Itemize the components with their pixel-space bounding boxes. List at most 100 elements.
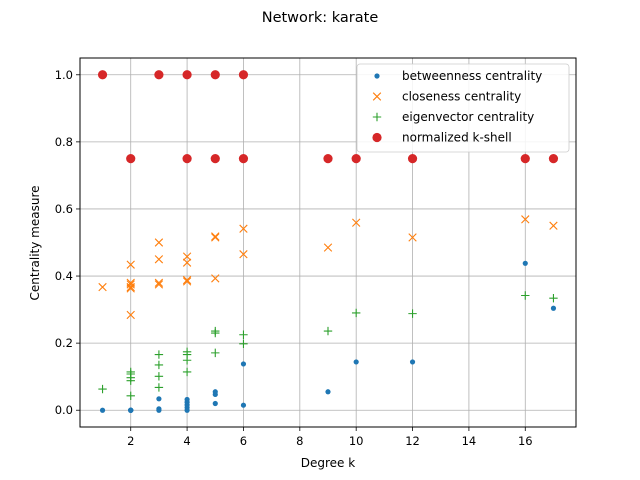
data-point — [126, 280, 135, 289]
x-tick-label: 8 — [296, 434, 303, 448]
data-point — [521, 291, 530, 300]
data-point — [184, 396, 190, 403]
legend-box — [356, 63, 570, 153]
data-point — [240, 402, 247, 408]
legend: betweenness centrality closeness centrali… — [356, 63, 570, 153]
data-point — [212, 389, 218, 395]
x-tick-label: 14 — [462, 434, 477, 448]
legend-label: normalized k-shell — [402, 131, 512, 145]
chart-title: Network: karate — [262, 10, 379, 26]
data-point — [351, 218, 361, 227]
data-point — [211, 348, 220, 358]
data-point — [126, 278, 135, 287]
data-point — [97, 70, 108, 80]
data-marks — [97, 70, 559, 413]
data-point — [154, 278, 164, 287]
data-point — [126, 310, 135, 320]
data-point — [521, 215, 530, 224]
data-point — [550, 305, 557, 311]
series-2 — [98, 291, 558, 401]
y-axis-ticks: 0.0 0.2 0.4 0.6 0.8 1.0 — [55, 68, 80, 417]
data-point — [154, 280, 164, 289]
series-3 — [97, 70, 559, 164]
data-point — [351, 154, 361, 164]
data-point — [154, 350, 164, 359]
legend-marker — [372, 132, 382, 143]
data-point — [323, 243, 333, 252]
legend-marker — [372, 92, 382, 101]
y-tick-label: 0.6 — [55, 202, 73, 216]
data-point — [211, 274, 220, 283]
data-point — [351, 308, 361, 318]
data-point — [211, 232, 220, 241]
data-point — [182, 367, 192, 377]
data-point — [182, 275, 192, 285]
legend-label: eigenvector centrality — [402, 110, 534, 124]
data-point — [353, 359, 359, 365]
legend-marker — [372, 112, 382, 122]
data-point — [182, 347, 192, 357]
data-point — [182, 70, 192, 80]
data-point — [156, 396, 162, 402]
y-tick-label: 0.4 — [55, 269, 73, 283]
data-point — [408, 309, 417, 318]
data-point — [182, 277, 192, 286]
data-point — [210, 154, 220, 164]
data-point — [408, 233, 417, 242]
data-point — [238, 154, 249, 164]
legend-marker — [374, 73, 380, 79]
y-tick-label: 0.2 — [55, 336, 73, 350]
y-axis-label: Centrality measure — [28, 186, 42, 301]
data-point — [520, 154, 530, 164]
y-tick-label: 0.8 — [55, 135, 73, 149]
data-point — [239, 339, 248, 349]
series-0 — [99, 260, 557, 413]
plot-frame — [79, 57, 577, 428]
x-tick-label: 2 — [127, 434, 134, 448]
x-axis-ticks: 2 4 6 8 10 12 14 16 — [127, 427, 533, 448]
data-point — [239, 250, 248, 259]
data-point — [210, 70, 220, 80]
data-point — [154, 238, 164, 247]
data-point — [98, 384, 107, 394]
data-point — [126, 391, 135, 401]
y-tick-label: 1.0 — [55, 68, 73, 82]
data-point — [407, 154, 418, 164]
x-tick-label: 10 — [349, 434, 364, 448]
legend-label: closeness centrality — [402, 90, 521, 104]
data-point — [239, 330, 248, 339]
data-point — [154, 360, 164, 370]
data-point — [549, 293, 558, 303]
data-point — [182, 252, 192, 261]
data-point — [548, 154, 559, 164]
data-point — [156, 406, 162, 412]
data-point — [409, 359, 416, 365]
data-point — [126, 154, 136, 164]
data-point — [99, 407, 106, 413]
data-point — [239, 224, 248, 233]
data-point — [154, 383, 164, 392]
y-tick-label: 0.0 — [55, 403, 73, 417]
data-point — [325, 389, 331, 395]
data-point — [126, 260, 135, 269]
x-axis-label: Degree k — [301, 456, 355, 470]
data-point — [238, 70, 249, 80]
data-point — [128, 407, 134, 413]
data-point — [211, 326, 220, 336]
x-tick-label: 6 — [240, 434, 247, 448]
data-point — [126, 367, 135, 377]
data-point — [212, 400, 218, 407]
data-point — [98, 282, 107, 292]
data-point — [182, 258, 192, 267]
legend-label: betweenness centrality — [402, 69, 542, 83]
data-point — [240, 361, 247, 367]
data-point — [154, 70, 164, 80]
x-tick-label: 12 — [405, 434, 420, 448]
data-point — [323, 154, 333, 164]
x-tick-label: 4 — [183, 434, 190, 448]
data-point — [323, 326, 333, 336]
data-point — [522, 260, 528, 266]
data-point — [154, 255, 164, 264]
data-point — [549, 221, 558, 230]
data-point — [182, 154, 192, 164]
